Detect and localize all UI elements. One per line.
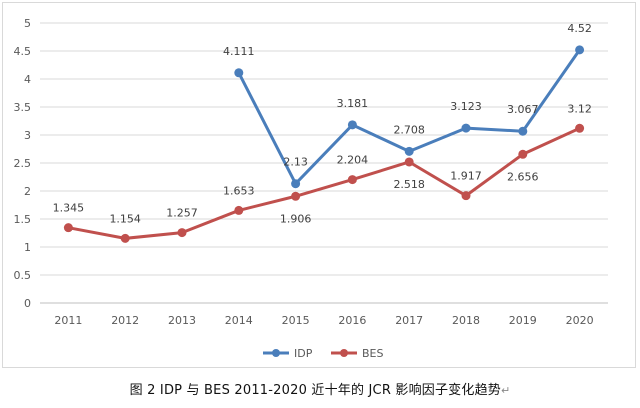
x-tick-label: 2015 bbox=[282, 314, 310, 327]
x-tick-label: 2012 bbox=[111, 314, 139, 327]
data-point-idp bbox=[404, 146, 414, 156]
data-label-idp: 4.52 bbox=[567, 22, 592, 35]
data-label-bes: 2.518 bbox=[393, 178, 425, 191]
data-label-bes: 1.345 bbox=[53, 202, 85, 215]
y-tick-label: 1 bbox=[24, 241, 31, 254]
data-point-idp bbox=[518, 126, 528, 136]
data-point-bes bbox=[347, 175, 357, 185]
x-tick-label: 2019 bbox=[509, 314, 537, 327]
data-point-bes bbox=[575, 123, 585, 133]
data-label-bes: 1.917 bbox=[450, 170, 482, 183]
y-tick-label: 4 bbox=[24, 73, 31, 86]
y-tick-label: 2.5 bbox=[14, 157, 32, 170]
x-tick-label: 2011 bbox=[54, 314, 82, 327]
data-label-bes: 1.653 bbox=[223, 184, 255, 197]
x-tick-label: 2016 bbox=[338, 314, 366, 327]
data-label-bes: 2.204 bbox=[337, 154, 369, 167]
x-tick-label: 2017 bbox=[395, 314, 423, 327]
data-label-idp: 3.067 bbox=[507, 103, 539, 116]
data-point-idp bbox=[461, 123, 471, 133]
x-tick-label: 2013 bbox=[168, 314, 196, 327]
legend-marker-bes bbox=[340, 349, 348, 357]
caption-text: 图 2 IDP 与 BES 2011-2020 近十年的 JCR 影响因子变化趋… bbox=[129, 383, 501, 398]
chart-frame bbox=[2, 2, 636, 368]
data-point-bes bbox=[234, 205, 244, 215]
data-label-bes: 1.906 bbox=[280, 212, 312, 225]
data-point-idp bbox=[347, 120, 357, 130]
legend-label-bes: BES bbox=[362, 347, 383, 360]
series-line-bes bbox=[66, 126, 582, 240]
data-label-bes: 1.154 bbox=[109, 212, 141, 225]
y-tick-label: 5 bbox=[24, 17, 31, 30]
data-point-bes bbox=[63, 223, 73, 233]
data-label-bes: 2.656 bbox=[507, 170, 539, 183]
data-label-idp: 3.123 bbox=[450, 100, 482, 113]
data-point-idp bbox=[291, 179, 301, 189]
data-point-bes bbox=[404, 157, 414, 167]
x-tick-label: 2018 bbox=[452, 314, 480, 327]
y-tick-label: 0 bbox=[24, 297, 31, 310]
data-label-idp: 3.181 bbox=[337, 97, 369, 110]
figure-caption: 图 2 IDP 与 BES 2011-2020 近十年的 JCR 影响因子变化趋… bbox=[0, 379, 640, 398]
data-label-bes: 3.12 bbox=[567, 102, 592, 115]
data-point-idp bbox=[234, 68, 244, 78]
data-label-idp: 4.111 bbox=[223, 45, 255, 58]
data-point-bes bbox=[120, 233, 130, 243]
data-label-bes: 1.257 bbox=[166, 207, 198, 220]
line-chart: 0 0.5 1 1.5 2 2.5 3 3.5 4 4.5 5 2011 2012 2013 2014 201… bbox=[14, 17, 608, 360]
data-label-idp: 2.13 bbox=[283, 156, 308, 169]
data-point-bes bbox=[177, 228, 187, 238]
y-tick-label: 1.5 bbox=[14, 213, 32, 226]
x-tick-label: 2014 bbox=[225, 314, 253, 327]
data-point-idp bbox=[575, 45, 585, 55]
y-tick-label: 4.5 bbox=[14, 45, 32, 58]
data-point-bes bbox=[461, 191, 471, 201]
y-tick-label: 0.5 bbox=[14, 269, 32, 282]
legend-marker-idp bbox=[272, 349, 280, 357]
legend-label-idp: IDP bbox=[294, 347, 313, 360]
y-tick-label: 2 bbox=[24, 185, 31, 198]
y-tick-label: 3.5 bbox=[14, 101, 32, 114]
y-tick-label: 3 bbox=[24, 129, 31, 142]
return-mark: ↵ bbox=[500, 384, 511, 397]
data-point-bes bbox=[518, 149, 528, 159]
data-label-idp: 2.708 bbox=[393, 123, 425, 136]
data-point-bes bbox=[291, 191, 301, 201]
x-tick-label: 2020 bbox=[566, 314, 594, 327]
